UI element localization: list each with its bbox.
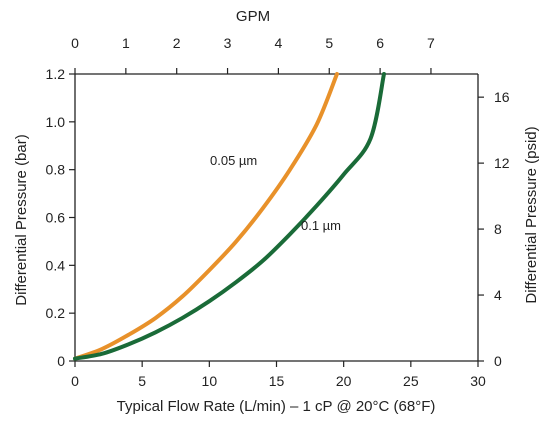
y2-tick-label-0: 0 (494, 353, 502, 369)
x-tick-label-0: 0 (71, 373, 79, 389)
x2-tick-label-1: 1 (122, 35, 130, 51)
y2-tick-label-4: 16 (494, 89, 510, 105)
x2-axis-title: GPM (236, 8, 270, 25)
y2-tick-label-2: 8 (494, 221, 502, 237)
y-axis-title: Differential Pressure (bar) (13, 134, 30, 305)
series-label-0-1-um: 0.1 µm (301, 218, 341, 233)
y-tick-label-0: 0 (57, 353, 65, 369)
curves-layer (73, 72, 386, 361)
labels-layer: Typical Flow Rate (L/min) – 1 cP @ 20°C … (13, 8, 539, 415)
x-tick-label-2: 10 (202, 373, 218, 389)
x2-tick-label-2: 2 (173, 35, 181, 51)
x-axis-title: Typical Flow Rate (L/min) – 1 cP @ 20°C … (117, 398, 436, 415)
y2-axis-title: Differential Pressure (psid) (523, 126, 539, 303)
y-tick-label-6: 1.2 (46, 66, 66, 82)
series-line-0 (73, 72, 339, 361)
y2-tick-label-1: 4 (494, 287, 502, 303)
x2-tick-label-3: 3 (224, 35, 232, 51)
plot-area (74, 73, 479, 362)
y-tick-label-1: 0.2 (46, 305, 66, 321)
x2-tick-label-6: 6 (376, 35, 384, 51)
series-label-0-05-um: 0.05 µm (210, 153, 257, 168)
y-tick-label-2: 0.4 (46, 257, 66, 273)
x-tick-label-1: 5 (138, 373, 146, 389)
x-tick-label-5: 25 (403, 373, 419, 389)
x2-tick-label-4: 4 (275, 35, 283, 51)
x-tick-label-3: 15 (269, 373, 285, 389)
x-tick-label-6: 30 (470, 373, 486, 389)
x-tick-label-4: 20 (336, 373, 352, 389)
y-tick-label-5: 1.0 (46, 114, 66, 130)
y-tick-label-4: 0.8 (46, 162, 66, 178)
y-tick-label-3: 0.6 (46, 210, 66, 226)
x2-tick-label-0: 0 (71, 35, 79, 51)
x2-tick-label-5: 5 (325, 35, 333, 51)
x2-tick-label-7: 7 (427, 35, 435, 51)
series-line-1 (73, 72, 386, 361)
y2-tick-label-3: 12 (494, 155, 510, 171)
